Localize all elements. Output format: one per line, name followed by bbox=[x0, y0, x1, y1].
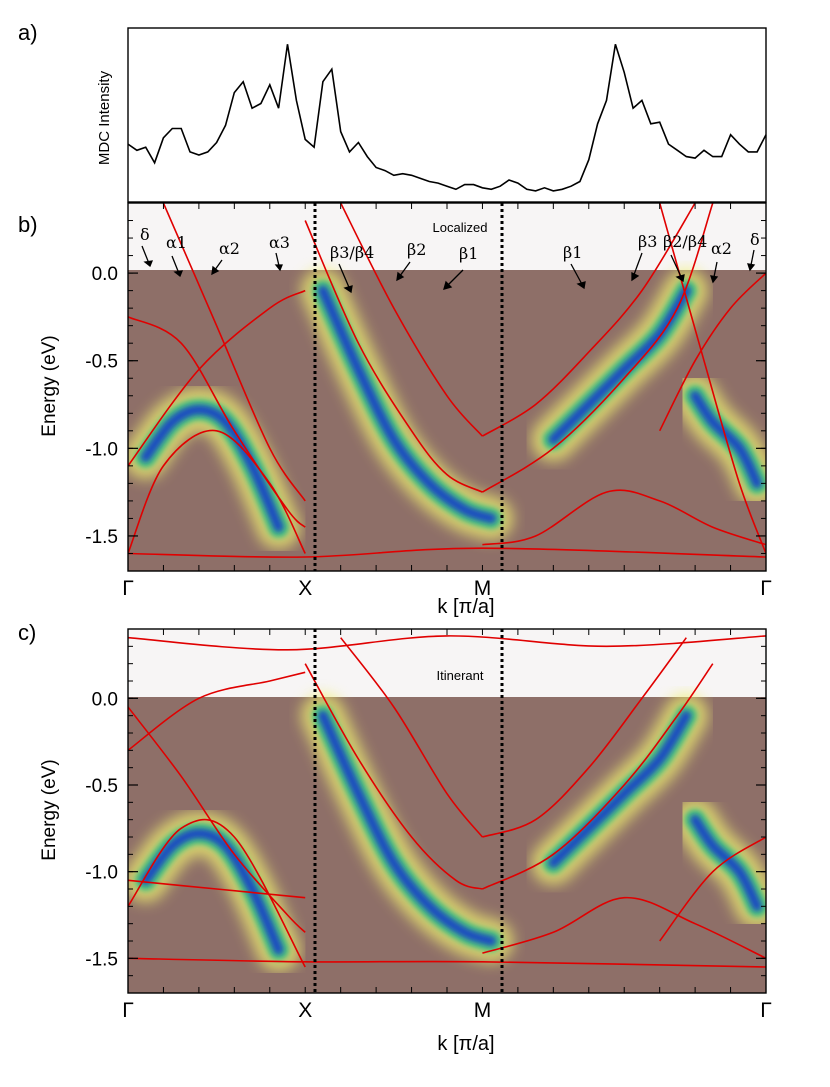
panel-b-arrows bbox=[141, 245, 756, 294]
ytick-label: 0.0 bbox=[92, 689, 118, 710]
band-label-beta1-right: β1 bbox=[563, 243, 582, 262]
xtick-label: Γ bbox=[760, 577, 772, 600]
intensity-core-1 bbox=[317, 285, 497, 524]
band-label-alpha3: α3 bbox=[269, 233, 290, 252]
band-line-4 bbox=[304, 220, 483, 493]
band-label-beta3-right: β3 bbox=[638, 232, 657, 251]
ytick-label: -0.5 bbox=[85, 352, 118, 373]
panel-c-annotation: Itinerant bbox=[437, 668, 484, 683]
mdc-curve-line bbox=[127, 43, 767, 192]
panel-b: b) Localized 0.0 -0.5 -1.0 -1.5 Γ X M Γ Energy … bbox=[18, 202, 772, 618]
intensity-core-3 bbox=[690, 814, 763, 912]
intensity-core-3 bbox=[690, 390, 763, 489]
xtick-label: Γ bbox=[122, 999, 134, 1022]
panel-c-bands-layer bbox=[128, 635, 766, 968]
band-line-8 bbox=[482, 489, 766, 546]
panel-c: c) Itinerant 0.0 -0.5 -1.0 -1.5 Γ X M Γ Energy … bbox=[18, 620, 772, 1055]
arrow-head bbox=[675, 274, 685, 283]
arrow-head bbox=[710, 275, 719, 284]
band-line-6 bbox=[481, 203, 696, 437]
band-line-7 bbox=[482, 663, 714, 890]
band-line-2 bbox=[162, 203, 306, 502]
band-label-delta-right: δ bbox=[750, 230, 760, 249]
band-line-0 bbox=[128, 706, 306, 933]
panel-b-label: b) bbox=[18, 212, 38, 237]
band-label-beta3-beta4-left: β3/β4 bbox=[330, 243, 374, 262]
arrow-head bbox=[173, 270, 184, 278]
arrow-head bbox=[343, 285, 353, 294]
band-line-7 bbox=[481, 203, 714, 493]
intensity-core-2 bbox=[548, 285, 692, 445]
panel-a: a) MDC Intensity bbox=[18, 20, 767, 203]
ytick-label: -1.0 bbox=[85, 439, 118, 460]
ytick-label: -0.5 bbox=[85, 776, 118, 797]
panel-a-frame bbox=[127, 27, 767, 203]
band-label-alpha2-right: α2 bbox=[711, 239, 732, 258]
band-line-2 bbox=[128, 879, 306, 899]
arrow-head bbox=[576, 281, 586, 290]
intensity-core-0 bbox=[140, 828, 284, 955]
arrow-head bbox=[274, 264, 283, 272]
arrow-head bbox=[211, 265, 220, 276]
ytick-label: -1.5 bbox=[85, 949, 118, 970]
arrow-head bbox=[631, 271, 640, 282]
panel-c-xlabel: k [π/a] bbox=[437, 1033, 494, 1055]
panel-b-ylabel: Energy (eV) bbox=[39, 335, 60, 436]
panel-a-ylabel: MDC Intensity bbox=[96, 70, 113, 165]
arrow-head bbox=[143, 260, 154, 268]
band-line-0 bbox=[128, 316, 306, 528]
band-line-10 bbox=[128, 635, 766, 651]
band-line-3 bbox=[128, 289, 306, 467]
band-line-9 bbox=[658, 272, 766, 432]
band-label-beta2-left: β2 bbox=[407, 240, 426, 259]
xtick-label: Γ bbox=[122, 577, 134, 600]
panel-b-band-labels: δ α1 α2 α3 β3/β4 β2 β1 β1 β3 β2/β4 α2 δ bbox=[140, 225, 760, 263]
xtick-label: X bbox=[298, 577, 312, 600]
band-line-6 bbox=[482, 637, 687, 838]
ytick-label: -1.5 bbox=[85, 527, 118, 548]
band-line-8 bbox=[482, 896, 766, 960]
intensity-core-1 bbox=[317, 710, 497, 946]
band-line-11 bbox=[128, 957, 766, 968]
band-label-alpha2-left: α2 bbox=[219, 239, 240, 258]
panel-b-xlabel: k [π/a] bbox=[437, 596, 494, 618]
intensity-core-0 bbox=[140, 404, 284, 533]
band-line-3 bbox=[128, 671, 306, 751]
panel-b-intensity-layer bbox=[128, 268, 766, 550]
panel-c-intensity-layer bbox=[128, 693, 766, 972]
panel-c-ylabel: Energy (eV) bbox=[39, 759, 60, 860]
xtick-label: M bbox=[474, 999, 492, 1022]
panel-c-label: c) bbox=[18, 620, 36, 645]
xtick-label: X bbox=[298, 999, 312, 1022]
band-line-11 bbox=[128, 547, 766, 558]
arrow-head bbox=[747, 263, 756, 272]
arrow-head bbox=[443, 280, 453, 290]
band-line-1 bbox=[128, 429, 306, 554]
band-label-alpha1: α1 bbox=[166, 233, 187, 252]
xtick-label: Γ bbox=[760, 999, 772, 1022]
band-line-5 bbox=[339, 203, 484, 437]
panel-b-bands-layer bbox=[128, 203, 766, 558]
arrow-head bbox=[396, 271, 405, 282]
band-line-5 bbox=[340, 637, 484, 838]
mdc-curve-layer bbox=[127, 43, 767, 192]
band-line-10 bbox=[658, 203, 766, 554]
panel-b-annotation: Localized bbox=[433, 220, 488, 235]
panel-a-label: a) bbox=[18, 20, 38, 45]
band-label-beta2-beta4-right: β2/β4 bbox=[663, 232, 707, 251]
panel-b-ticks: 0.0 -0.5 -1.0 -1.5 Γ X M Γ bbox=[85, 202, 772, 600]
band-line-1 bbox=[128, 818, 306, 968]
band-label-beta1-left: β1 bbox=[459, 244, 478, 263]
band-label-delta-left: δ bbox=[140, 225, 150, 244]
intensity-core-2 bbox=[548, 710, 692, 868]
xtick-label: M bbox=[474, 577, 492, 600]
ytick-label: 0.0 bbox=[92, 264, 118, 285]
band-line-9 bbox=[659, 836, 766, 942]
band-line-4 bbox=[304, 663, 483, 890]
ytick-label: -1.0 bbox=[85, 863, 118, 884]
panel-c-ticks: 0.0 -0.5 -1.0 -1.5 Γ X M Γ bbox=[85, 628, 772, 1022]
